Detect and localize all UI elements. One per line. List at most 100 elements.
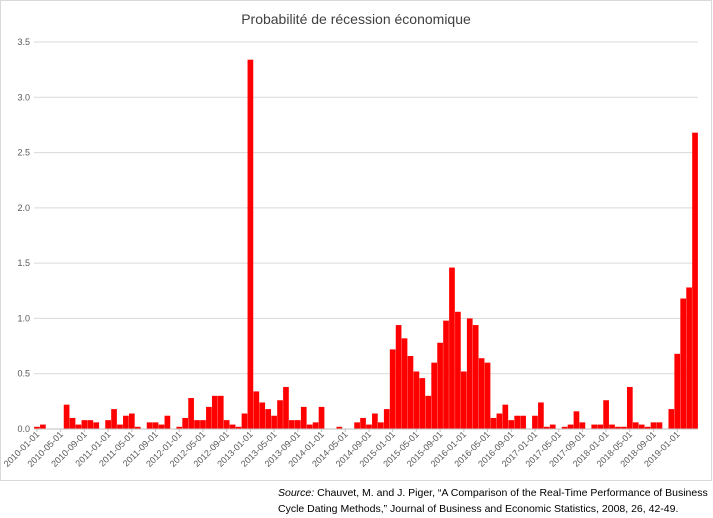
bar (318, 406, 325, 429)
bar (152, 422, 159, 429)
bar (437, 342, 443, 429)
bar (194, 420, 200, 429)
gridlines (34, 41, 698, 375)
bar (478, 358, 485, 429)
bar (668, 409, 675, 429)
bar (686, 287, 692, 429)
bar (146, 422, 153, 429)
bar (81, 420, 88, 429)
bar (419, 378, 426, 429)
bar (211, 395, 218, 429)
bar (431, 362, 438, 429)
y-tick-label: 0.0 (17, 424, 30, 434)
bar (300, 406, 307, 429)
bar (265, 409, 272, 429)
bar (117, 424, 123, 429)
bar (549, 424, 556, 429)
bar (111, 409, 117, 429)
bar (532, 415, 538, 429)
bar (188, 398, 194, 429)
bar (650, 422, 657, 429)
bar (389, 349, 396, 429)
bar (413, 371, 420, 429)
bar (603, 400, 609, 429)
y-tick-label: 3.5 (17, 37, 30, 47)
bar (294, 420, 301, 429)
bar (63, 404, 70, 429)
bar (567, 424, 574, 429)
bar (247, 59, 254, 429)
bar (449, 267, 455, 429)
bar (75, 424, 82, 429)
bar (632, 422, 639, 429)
y-tick-label: 0.5 (17, 369, 30, 379)
bar (626, 386, 633, 429)
chart-frame: Probabilité de récession économique 0.0 0… (0, 0, 712, 481)
bar (372, 413, 378, 429)
bar (407, 356, 414, 429)
source-note: Source: Chauvet, M. and J. Piger, “A Com… (278, 485, 708, 517)
bar (425, 395, 432, 429)
bar (289, 420, 295, 429)
bar (455, 311, 461, 429)
bar (312, 422, 319, 429)
bar (259, 402, 266, 429)
bar (609, 424, 615, 429)
y-axis-ticks: 0.0 0.5 1.0 1.5 2.0 2.5 3.0 3.5 (17, 37, 30, 434)
bar (561, 426, 568, 429)
bar (176, 426, 183, 429)
y-tick-label: 2.0 (17, 203, 30, 213)
bar (383, 409, 390, 429)
bar (253, 391, 260, 429)
bar (621, 426, 627, 429)
source-label: Source: (278, 487, 315, 499)
bar (123, 415, 129, 429)
bar (105, 420, 111, 429)
bar (520, 415, 526, 429)
bar (496, 413, 503, 429)
bars (34, 59, 698, 430)
bar (69, 417, 76, 429)
bar (377, 422, 384, 429)
bar (206, 406, 212, 429)
bar (241, 413, 248, 429)
bar (277, 400, 283, 429)
bar (401, 338, 408, 429)
bar (93, 422, 100, 429)
bar (573, 411, 580, 429)
y-tick-label: 1.0 (17, 313, 30, 323)
bar (229, 424, 236, 429)
bar (235, 426, 242, 429)
bar (591, 424, 598, 429)
bar (508, 420, 515, 429)
bar-chart: Probabilité de récession économique 0.00… (2, 11, 698, 469)
y-tick-label: 1.5 (17, 258, 30, 268)
bar (128, 413, 135, 429)
y-tick-label: 2.5 (17, 148, 30, 158)
bar (134, 426, 141, 429)
bar (87, 420, 94, 429)
bar (306, 424, 313, 429)
bar (200, 420, 206, 429)
bar (182, 417, 189, 429)
bar (164, 415, 171, 429)
bar (34, 426, 40, 429)
bar (656, 422, 663, 429)
bar (158, 424, 165, 429)
bar (484, 362, 491, 429)
bar (674, 353, 681, 429)
bar (579, 422, 586, 429)
bar (514, 415, 521, 429)
bar (223, 420, 230, 429)
bar (354, 422, 360, 429)
bar (638, 424, 645, 429)
bar (40, 424, 46, 429)
bar (271, 415, 277, 429)
bar (472, 325, 479, 429)
bar (336, 426, 343, 429)
bar (460, 371, 467, 429)
x-axis-ticks: 2010-01-012010-05-012010-09-012011-01-01… (2, 429, 682, 469)
bar (443, 320, 449, 429)
bar (490, 417, 497, 429)
bar (644, 426, 651, 429)
